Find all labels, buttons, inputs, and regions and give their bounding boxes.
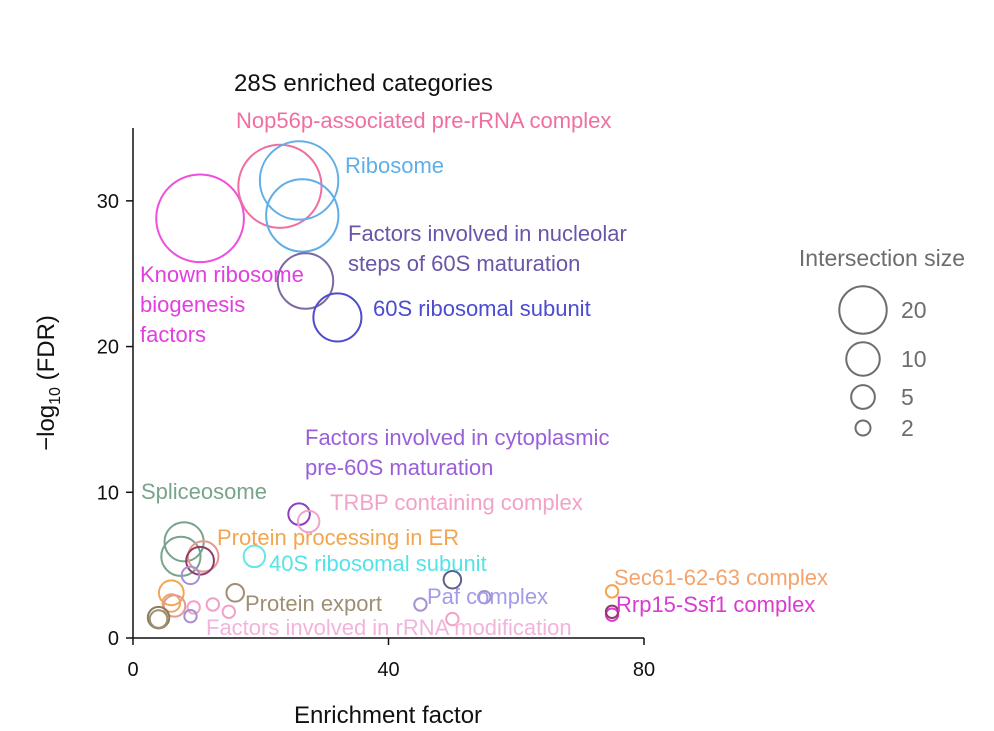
- annotation-label: Nop56p-associated pre-rRNA complex: [236, 108, 611, 133]
- data-point: [287, 502, 311, 526]
- annotation-label: Known ribosome: [140, 262, 304, 287]
- data-point: [161, 593, 182, 613]
- y-axis-label-subscript: 10: [47, 387, 64, 405]
- data-point: [413, 597, 428, 612]
- legend-size-label: 20: [901, 297, 927, 323]
- data-point: [276, 252, 335, 310]
- data-point: [604, 604, 620, 619]
- data-point: [237, 143, 323, 229]
- data-point: [187, 540, 220, 573]
- x-tick-label: 0: [127, 659, 138, 681]
- data-point: [258, 140, 340, 221]
- annotation-label: TRBP containing complex: [330, 490, 583, 515]
- legend-size-label: 10: [901, 346, 927, 372]
- y-tick-label: 0: [108, 628, 119, 650]
- data-point: [157, 579, 185, 607]
- data-point: [162, 594, 187, 618]
- annotation-label: Protein processing in ER: [217, 525, 459, 550]
- y-axis-label-main: −log: [33, 405, 60, 451]
- annotation-label: factors: [140, 322, 206, 347]
- data-point: [183, 608, 198, 624]
- data-points: [146, 140, 620, 630]
- data-point: [205, 597, 221, 612]
- x-tick-label: 80: [633, 659, 655, 681]
- annotation-label: Factors involved in nucleolar: [348, 221, 627, 246]
- annotation-label: biogenesis: [140, 292, 245, 317]
- annotation-label: Protein export: [245, 591, 382, 616]
- legend-size-label: 5: [901, 384, 914, 410]
- y-tick-label: 10: [97, 482, 119, 504]
- data-point: [265, 178, 340, 253]
- legend-size-circle: [850, 384, 876, 410]
- chart-title: 28S enriched categories: [234, 70, 493, 97]
- annotation-label: Factors involved in rRNA modification: [206, 615, 572, 640]
- size-legend: Intersection size 20 10 5 2: [799, 245, 965, 441]
- data-point: [442, 569, 463, 590]
- annotation-label: 60S ribosomal subunit: [373, 296, 591, 321]
- y-axis-label-tail: (FDR): [33, 315, 60, 387]
- annotation-label: Rrp15-Ssf1 complex: [616, 592, 815, 617]
- annotation-label: Ribosome: [345, 153, 444, 178]
- y-tick-label: 30: [97, 191, 119, 213]
- annotation-label: Paf complex: [427, 584, 548, 609]
- y-tick-label: 20: [97, 337, 119, 359]
- annotation-label: Factors involved in cytoplasmic: [305, 425, 609, 450]
- x-axis-label: Enrichment factor: [294, 702, 482, 729]
- data-point: [186, 600, 201, 615]
- legend-size-circle: [845, 341, 881, 377]
- data-point: [242, 544, 267, 569]
- data-point: [160, 535, 202, 578]
- annotations: Nop56p-associated pre-rRNA complex Riboso…: [140, 108, 828, 640]
- data-point: [477, 590, 492, 605]
- legend-size-circle: [854, 419, 872, 437]
- data-point: [180, 565, 201, 586]
- data-point: [604, 584, 620, 599]
- legend-title: Intersection size: [799, 245, 965, 271]
- annotation-label: steps of 60S maturation: [348, 251, 580, 276]
- axes: 0 40 80 0 10 20 30: [97, 128, 655, 681]
- legend-size-label: 2: [901, 415, 914, 441]
- data-point: [155, 173, 245, 264]
- legend-size-circle: [838, 285, 888, 335]
- data-point: [312, 292, 363, 343]
- annotation-label: pre-60S maturation: [305, 455, 493, 480]
- data-point: [445, 611, 460, 627]
- annotation-label: Spliceosome: [141, 479, 267, 504]
- data-point: [296, 509, 321, 534]
- data-point: [225, 583, 245, 603]
- data-point: [148, 609, 169, 629]
- annotation-label: 40S ribosomal subunit: [269, 551, 487, 576]
- y-axis-label: −log10 (FDR): [33, 315, 64, 451]
- annotation-label: Sec61-62-63 complex: [614, 565, 828, 590]
- x-tick-label: 40: [377, 659, 399, 681]
- data-point: [221, 604, 237, 619]
